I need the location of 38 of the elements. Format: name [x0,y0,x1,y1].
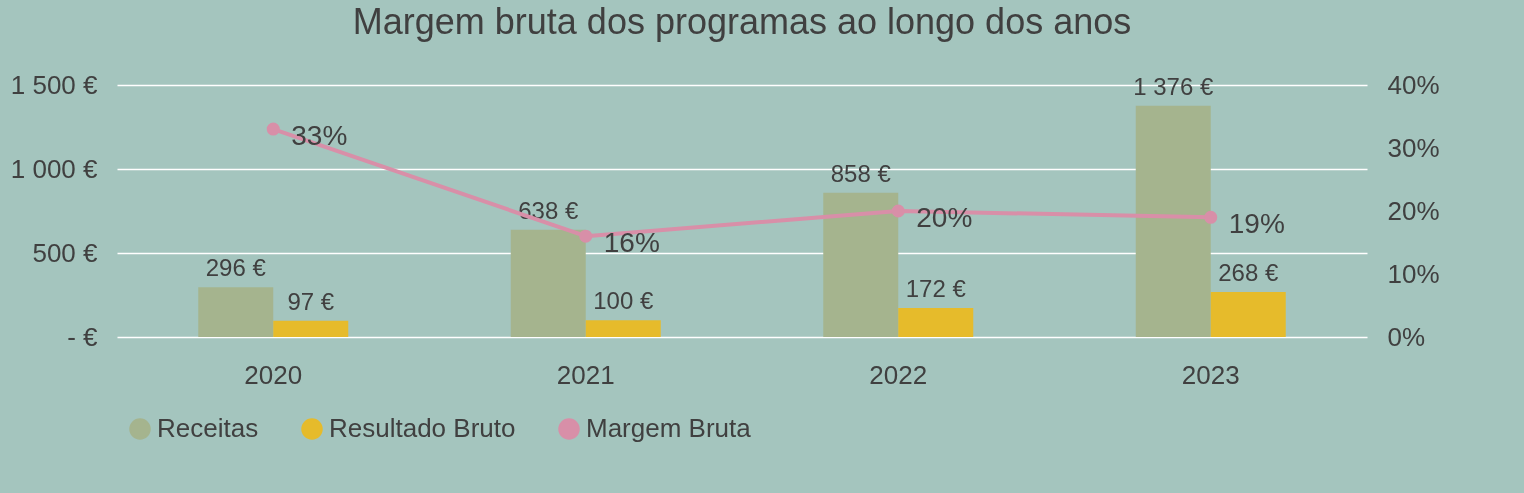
chart-title: Margem bruta dos programas ao longo dos anos [352,1,1132,42]
y-tick-label: 1 000 € [10,153,99,184]
data-label: 16% [603,227,660,259]
point [266,122,280,136]
data-label: 296 € [205,254,267,282]
data-label: 100 € [593,287,654,315]
bar [1210,291,1286,337]
y-tick-label: 500 € [32,237,99,268]
legend-label: Resultado Bruto [329,413,516,443]
y2-tick-label: 30% [1387,132,1440,163]
data-label: 97 € [287,287,335,315]
bar [585,320,661,337]
point [1204,210,1218,224]
x-tick-label: 2020 [244,359,303,390]
x-tick-label: 2021 [556,359,615,390]
point [891,204,905,218]
point [579,229,593,243]
y2-tick-label: 20% [1387,195,1440,226]
bar [823,192,899,337]
bar [898,308,974,337]
legend-label: Margem Bruta [586,413,752,443]
data-label: 33% [291,120,348,152]
legend-label: Receitas [157,413,259,443]
bar [198,287,274,337]
bar [1135,105,1211,337]
bar [510,229,586,337]
bar [273,320,349,337]
y2-tick-label: 40% [1387,69,1440,100]
y-tick-label: 1 500 € [10,69,99,100]
y-tick-label: - € [67,321,99,352]
x-tick-label: 2022 [869,359,928,390]
data-label: 268 € [1218,258,1279,286]
data-label: 19% [1228,208,1285,240]
data-label: 172 € [905,275,967,303]
x-tick-label: 2023 [1181,359,1240,390]
data-label: 20% [916,202,973,233]
y2-tick-label: 10% [1387,258,1440,289]
y2-tick-label: 0% [1387,321,1426,352]
